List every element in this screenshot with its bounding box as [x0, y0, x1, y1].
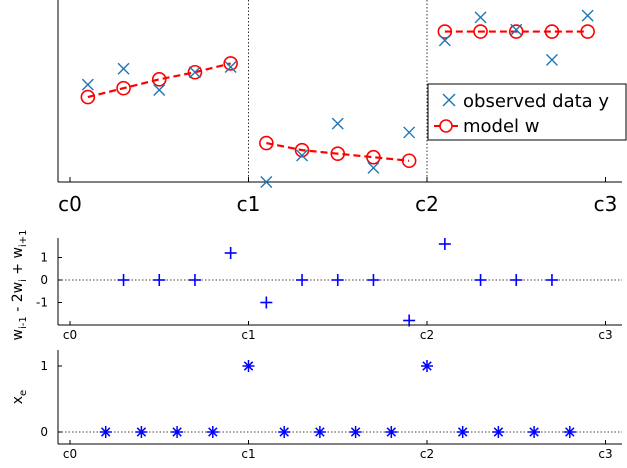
star-point — [171, 426, 184, 438]
model-point — [294, 142, 310, 158]
x-tick-label: c2 — [420, 328, 434, 342]
model-point — [187, 64, 203, 80]
x-tick-label: c3 — [598, 447, 612, 461]
model-point — [544, 24, 560, 39]
x-tick-label: c1 — [237, 192, 261, 216]
bottom-panel-x-ticks: c0 c1 c2 c3 — [63, 440, 613, 461]
observed-point — [260, 176, 273, 188]
middle-panel-x-ticks: c0 c1 c2 c3 — [63, 321, 613, 342]
plus-point — [117, 274, 130, 286]
model-series — [80, 24, 595, 169]
plus-point — [438, 238, 451, 250]
observed-point — [153, 83, 166, 96]
model-point — [580, 24, 595, 39]
x-tick-label: c2 — [415, 192, 439, 216]
plus-point — [188, 274, 201, 286]
observed-point — [117, 62, 130, 75]
observed-point — [545, 53, 558, 66]
star-point — [313, 426, 326, 438]
star-point — [385, 426, 398, 438]
observed-point — [581, 9, 594, 22]
x-tick-label: c3 — [594, 192, 618, 216]
plus-point — [260, 296, 273, 309]
observed-point — [296, 149, 309, 162]
model-point — [366, 149, 381, 165]
legend: observed data y model w — [427, 83, 627, 141]
observed-point — [438, 34, 451, 47]
x-tick-label: c2 — [420, 447, 434, 461]
model-point — [80, 89, 96, 105]
plus-point — [153, 274, 166, 286]
observed-point — [403, 126, 416, 139]
top-panel-x-ticks: c0 c1 c2 c3 — [58, 177, 617, 216]
model-line-segment — [266, 141, 410, 162]
middle-panel-y-label: wi-1 - 2wi + wi+1 — [10, 230, 29, 341]
model-point — [259, 135, 274, 151]
bottom-panel-y-label: xe — [10, 390, 29, 404]
model-point — [437, 24, 453, 39]
legend-marker-observed — [442, 93, 456, 107]
model-point — [330, 146, 346, 161]
plus-point — [224, 247, 237, 259]
star-point — [206, 426, 219, 438]
model-point — [223, 56, 238, 71]
star-point — [456, 426, 469, 438]
x-tick-label: c0 — [63, 328, 77, 342]
observed-point — [224, 60, 237, 73]
x-tick-label: c1 — [241, 447, 255, 461]
bottom-panel-y-ticks: 10 — [40, 359, 62, 439]
y-tick-label: 1 — [40, 251, 48, 265]
legend-label-model: model w — [463, 116, 540, 137]
star-point — [421, 360, 433, 372]
observed-point — [188, 66, 201, 79]
bottom-panel: 10 c0 c1 c2 c3 xe — [10, 350, 622, 461]
x-tick-label: c3 — [598, 328, 612, 342]
model-point — [508, 24, 524, 39]
star-point — [135, 426, 148, 438]
legend-label-observed: observed data y — [463, 91, 609, 112]
x-tick-label: c1 — [241, 328, 255, 342]
plus-point — [367, 274, 380, 286]
model-line-segment — [87, 62, 231, 99]
plus-point — [331, 274, 344, 286]
legend-marker-model — [434, 119, 458, 133]
model-point — [151, 72, 167, 87]
top-panel: c0 c1 c2 c3 observed data y model w — [57, 0, 627, 216]
second-difference-series — [117, 238, 558, 327]
star-point — [528, 426, 541, 438]
star-point — [99, 426, 112, 438]
middle-panel: 1 0 -1 c0 c1 c2 c3 wi-1 - 2wi + wi+1 — [10, 230, 622, 342]
legend-box — [427, 83, 627, 141]
plus-point — [474, 274, 487, 286]
observed-series — [81, 9, 594, 188]
plus-point — [545, 274, 558, 286]
observed-point — [331, 117, 344, 130]
x-tick-label: c0 — [63, 447, 77, 461]
star-point — [242, 360, 255, 372]
y-tick-label: 0 — [40, 273, 48, 287]
top-panel-divider-lines — [248, 0, 428, 182]
model-point — [401, 153, 417, 169]
observed-point — [81, 78, 94, 91]
star-point — [278, 426, 291, 438]
x-e-series — [99, 360, 576, 438]
observed-point — [367, 161, 380, 174]
star-point — [563, 426, 576, 438]
plus-point — [510, 274, 523, 286]
y-tick-label: -1 — [36, 296, 48, 310]
observed-point — [474, 11, 487, 24]
model-point — [473, 24, 488, 39]
y-tick-label: 0 — [40, 425, 48, 439]
plus-point — [296, 274, 309, 286]
model-point — [116, 80, 131, 96]
star-point — [349, 426, 362, 438]
y-tick-label: 1 — [40, 359, 48, 373]
star-point — [492, 426, 505, 438]
plus-point — [403, 314, 416, 327]
observed-point — [510, 23, 523, 36]
x-tick-label: c0 — [58, 192, 82, 216]
middle-panel-y-ticks: 1 0 -1 — [36, 251, 62, 310]
